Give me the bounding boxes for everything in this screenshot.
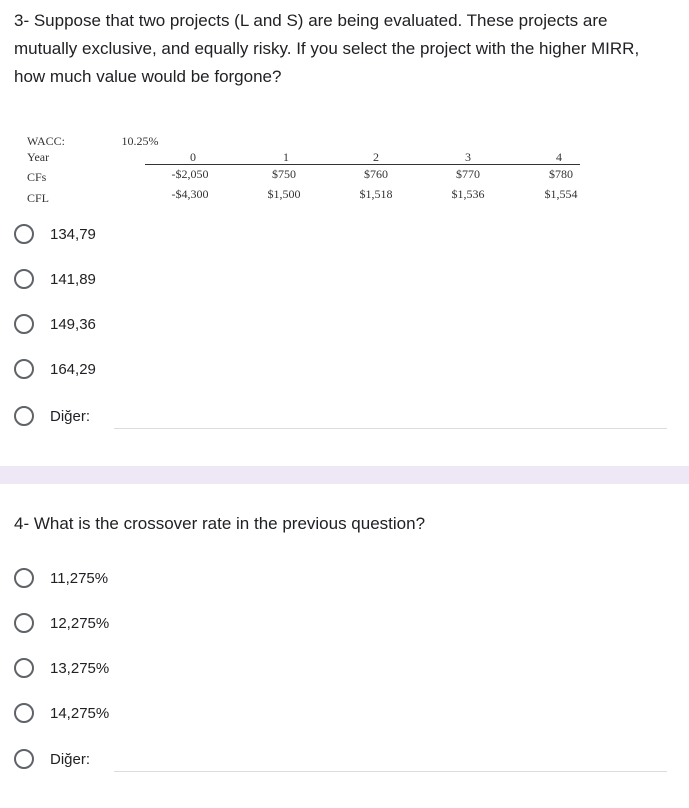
cash-flow-table: WACC: 10.25% Year CFs CFL 0 1 2 3 4 -$2,… (0, 0, 689, 220)
question-3-card: 3- Suppose that two projects (L and S) a… (0, 0, 689, 429)
year-0: 0 (190, 150, 196, 164)
radio-button[interactable] (14, 224, 34, 244)
option-label: 11,275% (50, 569, 109, 587)
cfs-0: -$2,050 (171, 167, 209, 181)
question-4-text: 4- What is the crossover rate in the pre… (14, 514, 426, 533)
q4-option-2[interactable]: 12,275% (14, 610, 109, 636)
radio-button[interactable] (14, 314, 34, 334)
cfs-3: $770 (456, 167, 480, 181)
question-4-card: 4- What is the crossover rate in the pre… (0, 484, 689, 808)
cfl-3: $1,536 (451, 187, 485, 201)
radio-button[interactable] (14, 568, 34, 588)
radio-button[interactable] (14, 613, 34, 633)
wacc-value: 10.25% (121, 134, 159, 148)
cfl-4: $1,554 (544, 187, 578, 201)
cfl-2: $1,518 (359, 187, 393, 201)
year-4: 4 (556, 150, 562, 164)
q4-option-3[interactable]: 13,275% (14, 655, 109, 681)
option-label: 13,275% (50, 659, 110, 677)
option-label: 14,275% (50, 704, 110, 722)
q4-option-other[interactable]: Diğer: (14, 746, 90, 772)
option-label: Diğer: (50, 407, 91, 425)
radio-button[interactable] (14, 658, 34, 678)
q3-option-4[interactable]: 164,29 (14, 356, 96, 382)
section-divider (0, 466, 689, 484)
cfs-4: $780 (549, 167, 573, 181)
year-1: 1 (283, 150, 289, 164)
option-label: 164,29 (50, 360, 96, 378)
cfs-2: $760 (364, 167, 388, 181)
radio-button[interactable] (14, 749, 34, 769)
radio-button[interactable] (14, 269, 34, 289)
other-text-input[interactable] (114, 771, 667, 772)
radio-button[interactable] (14, 406, 34, 426)
q3-option-1[interactable]: 134,79 (14, 221, 96, 247)
q4-option-1[interactable]: 11,275% (14, 565, 108, 591)
q3-option-3[interactable]: 149,36 (14, 311, 96, 337)
other-text-input[interactable] (114, 428, 667, 429)
option-label: 141,89 (50, 270, 96, 288)
q4-option-4[interactable]: 14,275% (14, 700, 109, 726)
table-rule (145, 164, 580, 165)
question-3-text: 3- Suppose that two projects (L and S) a… (14, 11, 640, 86)
radio-button[interactable] (14, 359, 34, 379)
radio-button[interactable] (14, 703, 34, 723)
option-label: 149,36 (50, 315, 96, 333)
year-label: Year (27, 150, 50, 164)
year-3: 3 (465, 150, 471, 164)
cfl-1: $1,500 (267, 187, 301, 201)
option-label: 134,79 (50, 225, 96, 243)
q3-option-2[interactable]: 141,89 (14, 266, 96, 292)
cfl-0: -$4,300 (171, 187, 209, 201)
cfl-label: CFL (27, 191, 50, 205)
cfs-1: $750 (272, 167, 296, 181)
wacc-label: WACC: (27, 134, 66, 148)
option-label: 12,275% (50, 614, 110, 632)
cfs-label: CFs (27, 170, 47, 184)
q3-option-other[interactable]: Diğer: (14, 403, 90, 429)
option-label: Diğer: (50, 750, 91, 768)
year-2: 2 (373, 150, 379, 164)
